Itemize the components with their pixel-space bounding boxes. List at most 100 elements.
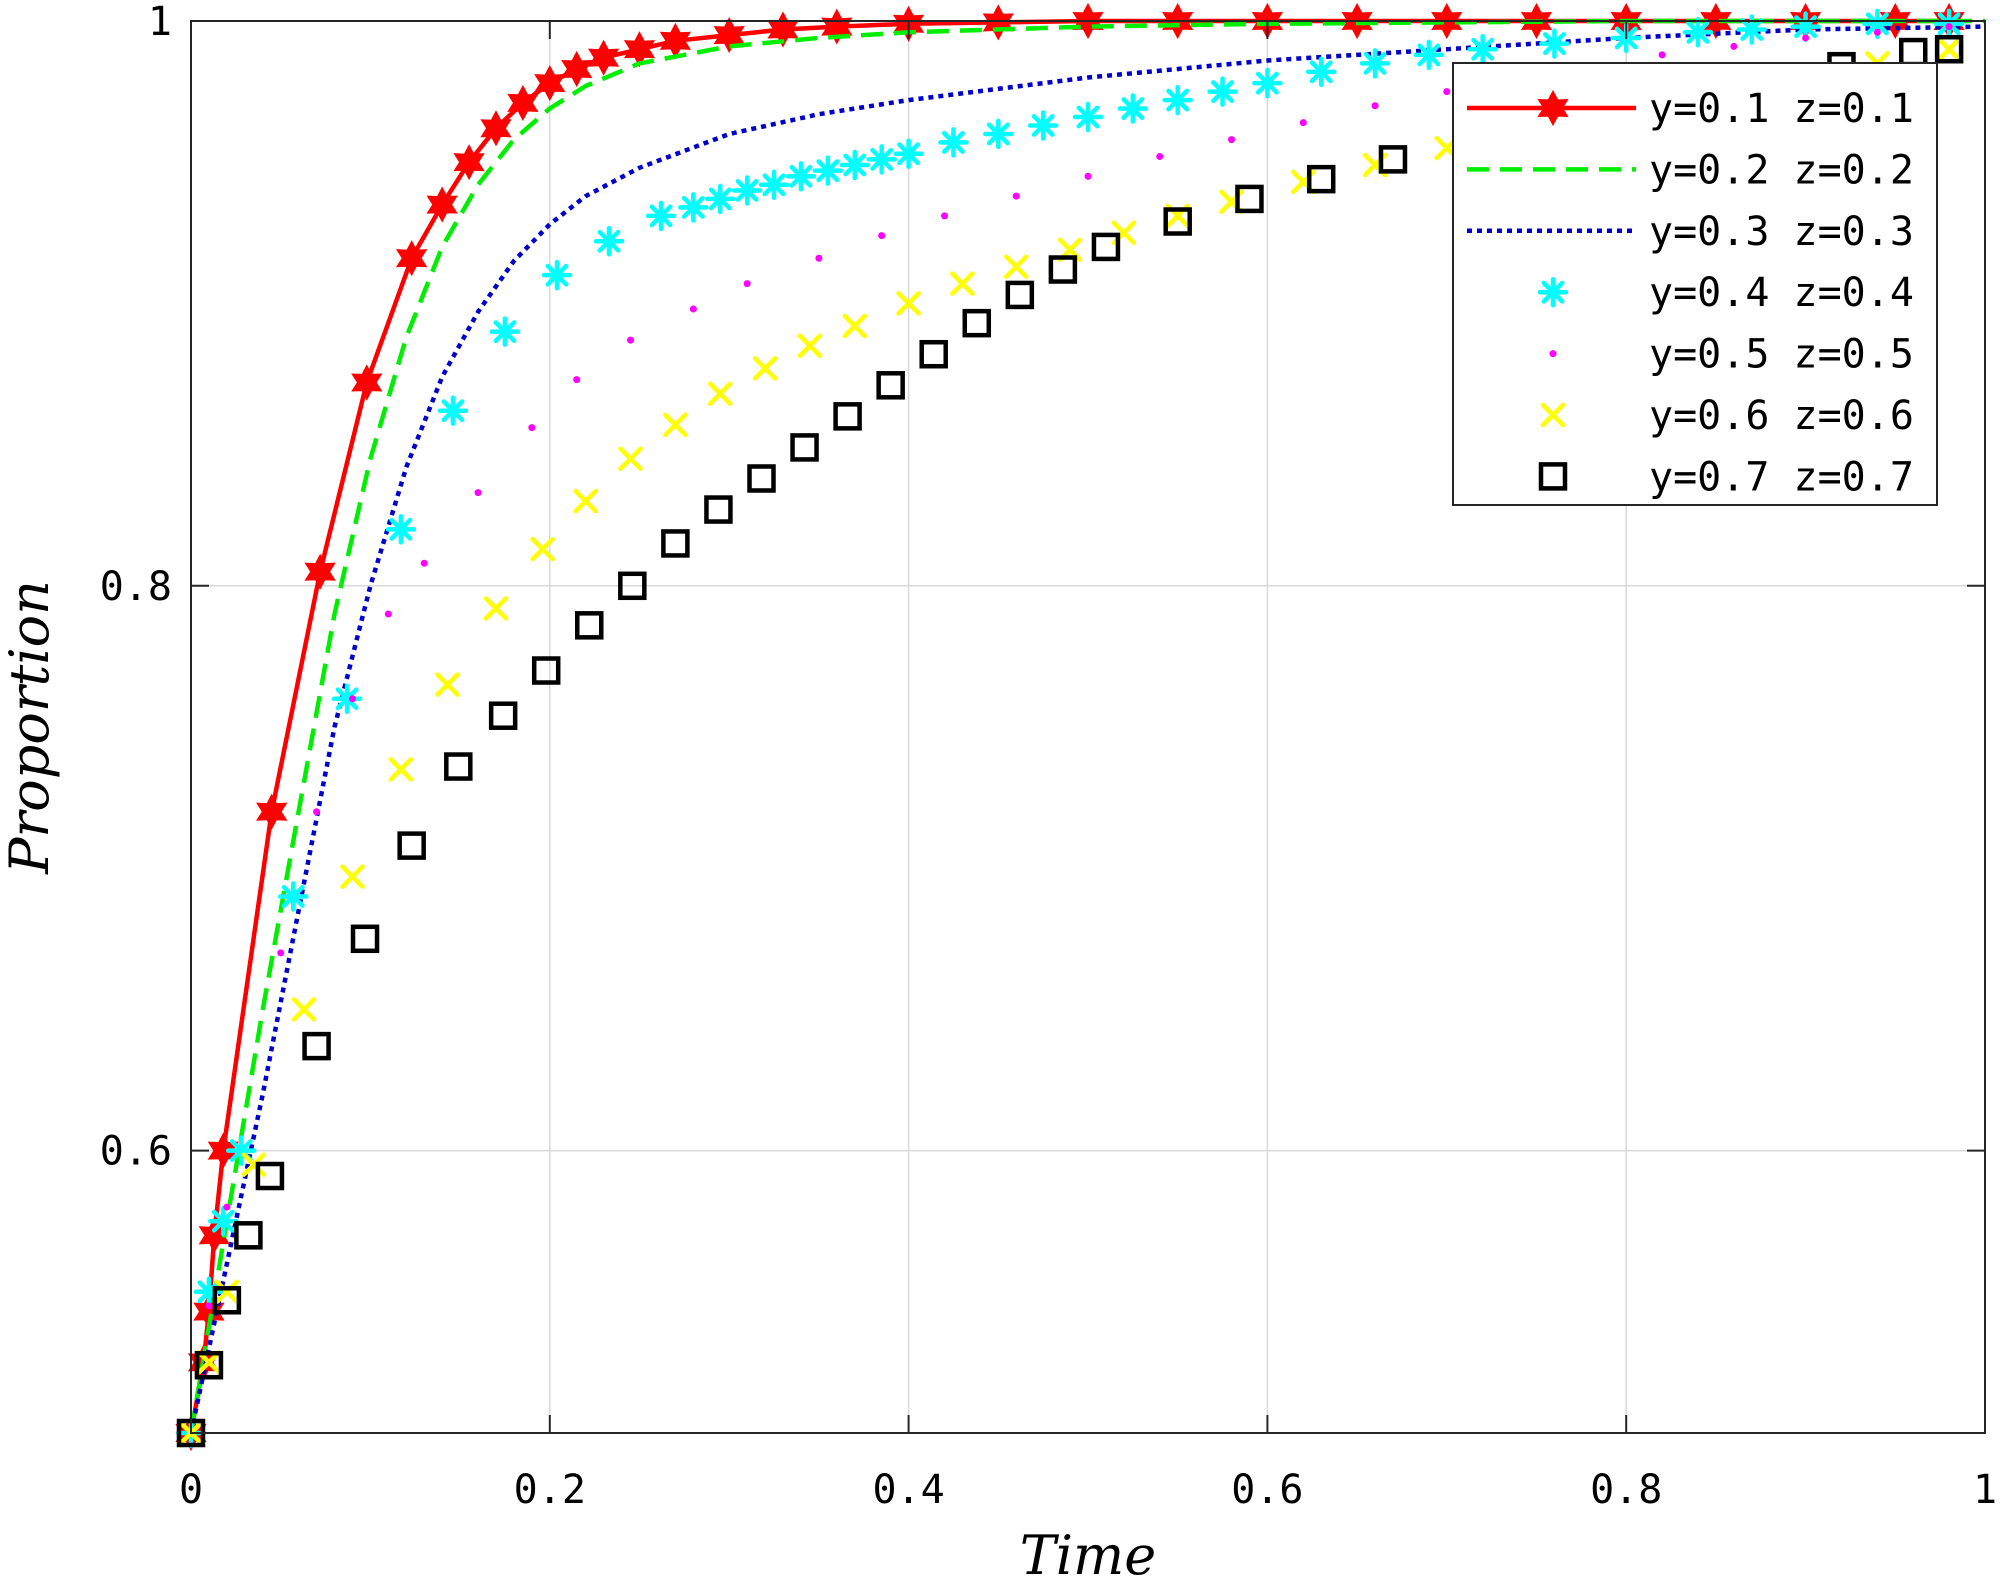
data-point (866, 144, 897, 175)
marker-stroke (816, 159, 840, 183)
data-point (1467, 33, 1498, 65)
plot-frame (190, 20, 1986, 1434)
legend-entry: y=0.5 z=0.5 (1549, 332, 1914, 378)
data-point (1802, 34, 1810, 42)
marker-stroke (1031, 114, 1055, 137)
data-point (214, 1279, 240, 1305)
marker-stroke (797, 333, 823, 359)
x-tick-label: 0.4 (872, 1467, 944, 1513)
data-point (661, 529, 690, 558)
data-point (507, 84, 539, 121)
data-point (893, 138, 924, 169)
data-point (842, 313, 868, 339)
legend-marker-sample (1537, 89, 1569, 127)
data-point (1934, 34, 1964, 64)
data-point (1228, 136, 1236, 144)
marker-stroke (618, 446, 643, 471)
data-point (1413, 39, 1445, 71)
y-tick-label: 0.6 (100, 1129, 172, 1175)
data-point (876, 371, 905, 400)
marker-stroke (211, 1209, 235, 1233)
data-point (1682, 17, 1714, 48)
data-point (1048, 255, 1078, 284)
data-point (785, 161, 817, 192)
data-point (340, 864, 365, 889)
marker-stroke (196, 1350, 222, 1375)
legend-label: y=0.3 z=0.3 (1649, 209, 1914, 255)
data-point (437, 395, 469, 426)
data-point (397, 831, 426, 860)
marker-stroke (1936, 36, 1962, 62)
data-point (388, 757, 414, 782)
data-point (480, 110, 512, 147)
marker-stroke (735, 178, 759, 202)
data-point (531, 656, 561, 685)
data-point (1945, 23, 1953, 31)
data-point (1162, 84, 1193, 116)
data-point (1305, 56, 1337, 88)
data-point (256, 793, 288, 830)
data-point (1862, 8, 1893, 40)
data-point (1299, 119, 1307, 127)
legend-label: y=0.5 z=0.5 (1649, 332, 1914, 378)
data-point (1936, 36, 1962, 62)
y-tick-label: 0.8 (100, 564, 172, 610)
legend-entry: y=0.6 z=0.6 (1540, 393, 1914, 439)
x-tick-label: 0 (179, 1467, 203, 1513)
data-point (277, 949, 285, 957)
y-tick-label: 1 (148, 0, 172, 45)
legend-label: y=0.2 z=0.2 (1649, 147, 1914, 193)
marker-stroke (1166, 88, 1190, 112)
data-point (225, 1135, 257, 1166)
marker-stroke (1255, 71, 1279, 95)
legend-label: y=0.1 z=0.1 (1649, 86, 1914, 132)
data-point (752, 356, 778, 381)
data-point (205, 1302, 213, 1310)
data-point (1252, 67, 1283, 99)
data-point (194, 1350, 224, 1380)
data-point (1163, 207, 1192, 236)
data-point (747, 464, 776, 493)
data-point (304, 553, 336, 590)
marker-stroke (493, 320, 517, 344)
marker-stroke (1417, 43, 1441, 67)
data-point (291, 997, 317, 1022)
data-point (313, 808, 321, 816)
legend: y=0.1 z=0.1 y=0.2 z=0.2 y=0.3 z=0.3 y=0.4 z… (1452, 62, 1938, 506)
data-point (833, 402, 862, 431)
data-point (758, 169, 790, 201)
data-point (207, 1132, 239, 1169)
data-point (474, 489, 482, 497)
marker-stroke (942, 130, 965, 154)
data-point (1378, 145, 1408, 174)
marker-stroke (1542, 32, 1566, 56)
data-point (1359, 48, 1391, 79)
data-point (278, 881, 309, 912)
legend-marker-sample (1538, 462, 1568, 491)
data-point (384, 610, 392, 618)
marker-stroke (1309, 60, 1333, 84)
data-point (1235, 184, 1264, 214)
series-2 (188, 18, 1985, 1434)
data-point (663, 412, 688, 438)
data-point (1091, 232, 1121, 262)
marker-stroke (1541, 280, 1565, 304)
data-point (331, 683, 363, 715)
data-point (385, 514, 417, 545)
data-point (528, 424, 536, 432)
marker-stroke (707, 381, 733, 407)
legend-label: y=0.4 z=0.4 (1649, 270, 1914, 316)
data-point (821, 8, 853, 45)
legend-entry: y=0.3 z=0.3 (1467, 209, 1914, 255)
data-point (587, 39, 620, 76)
data-point (982, 4, 1014, 41)
data-point (839, 149, 871, 181)
series-line (188, 24, 1986, 1434)
data-point (489, 316, 521, 347)
data-point (950, 271, 975, 296)
data-point (1371, 102, 1379, 110)
legend-marker-sample (1549, 350, 1557, 358)
legend-entry: y=0.1 z=0.1 (1467, 86, 1914, 132)
series-line (188, 18, 1985, 1434)
marker-stroke (1740, 18, 1764, 41)
